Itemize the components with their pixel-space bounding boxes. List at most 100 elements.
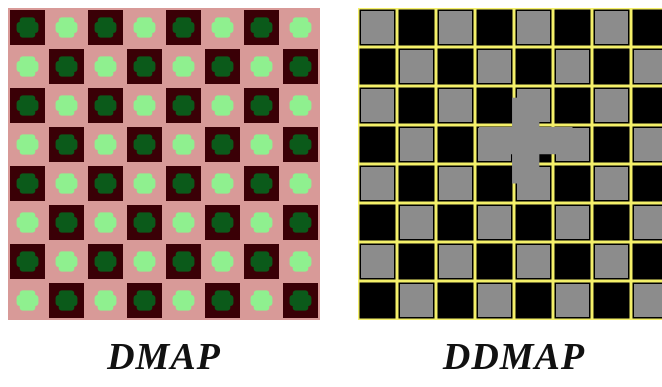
ddmap-black-cell	[595, 206, 628, 239]
ddmap-black-cell	[517, 50, 550, 83]
ddmap-black-cell	[634, 89, 662, 122]
ddmap-gray-cell	[439, 167, 472, 200]
ddmap-black-cell	[556, 245, 589, 278]
ddmap-caption: DDMAP	[442, 336, 586, 378]
ddmap-black-cell	[595, 50, 628, 83]
dmap-dark-blob	[289, 61, 312, 72]
dmap-bright-blob	[94, 139, 117, 150]
ddmap-gray-cell	[400, 206, 433, 239]
dmap-dark-blob	[211, 61, 234, 72]
dmap-dark-blob	[133, 61, 156, 72]
dmap-bright-blob	[172, 295, 195, 306]
dmap-dark-blob	[94, 22, 117, 33]
ddmap-center-blob	[512, 97, 540, 184]
ddmap-black-cell	[361, 50, 394, 83]
dmap-dark-blob	[289, 139, 312, 150]
dmap-dark-blob	[211, 295, 234, 306]
dmap-bright-blob	[172, 61, 195, 72]
dmap-bright-blob	[94, 61, 117, 72]
ddmap-black-cell	[439, 206, 472, 239]
dmap-dark-blob	[16, 100, 39, 111]
dmap-bright-blob	[289, 22, 312, 33]
ddmap-gray-cell	[595, 167, 628, 200]
ddmap-black-cell	[400, 167, 433, 200]
dmap-dark-blob	[16, 22, 39, 33]
dmap-bright-blob	[250, 61, 273, 72]
ddmap-gray-cell	[556, 284, 589, 317]
dmap-dark-blob	[211, 217, 234, 228]
ddmap-black-cell	[556, 89, 589, 122]
dmap-dark-blob	[250, 100, 273, 111]
dmap-bright-blob	[172, 217, 195, 228]
ddmap-gray-cell	[517, 11, 550, 44]
dmap-dark-blob	[172, 256, 195, 267]
dmap-bright-blob	[289, 100, 312, 111]
dmap-bright-blob	[16, 61, 39, 72]
ddmap-black-cell	[517, 206, 550, 239]
dmap-bright-blob	[16, 295, 39, 306]
dmap-dark-blob	[133, 295, 156, 306]
dmap-bright-blob	[172, 139, 195, 150]
ddmap-gray-cell	[634, 284, 662, 317]
ddmap-gray-cell	[595, 245, 628, 278]
ddmap-black-cell	[478, 89, 511, 122]
ddmap-gray-cell	[400, 284, 433, 317]
ddmap-gray-cell	[595, 89, 628, 122]
dmap-bright-blob	[250, 295, 273, 306]
ddmap-gray-cell	[439, 245, 472, 278]
dmap-bright-blob	[16, 139, 39, 150]
dmap-dark-blob	[172, 22, 195, 33]
ddmap-black-cell	[634, 11, 662, 44]
dmap-bright-blob	[250, 139, 273, 150]
ddmap-black-cell	[439, 50, 472, 83]
dmap-bright-blob	[250, 217, 273, 228]
dmap-dark-blob	[133, 217, 156, 228]
ddmap-gray-cell	[634, 50, 662, 83]
dmap-image	[8, 8, 320, 320]
dmap-caption: DMAP	[107, 336, 221, 378]
dmap-dark-blob	[250, 178, 273, 189]
dmap-bright-blob	[94, 295, 117, 306]
ddmap-gray-cell	[634, 206, 662, 239]
ddmap-black-cell	[361, 284, 394, 317]
dmap-bright-blob	[289, 256, 312, 267]
ddmap-gray-cell	[595, 11, 628, 44]
ddmap-gray-cell	[439, 11, 472, 44]
dmap-dark-blob	[289, 295, 312, 306]
ddmap-image	[358, 8, 662, 320]
dmap-dark-blob	[16, 178, 39, 189]
dmap-dark-blob	[289, 217, 312, 228]
dmap-bright-blob	[211, 256, 234, 267]
ddmap-black-cell	[595, 128, 628, 161]
dmap-dark-blob	[16, 256, 39, 267]
dmap-bright-blob	[289, 178, 312, 189]
dmap-dark-blob	[172, 178, 195, 189]
ddmap-gray-cell	[439, 89, 472, 122]
dmap-dark-blob	[172, 100, 195, 111]
dmap-dark-blob	[250, 22, 273, 33]
dmap-bright-blob	[55, 100, 78, 111]
ddmap-gray-cell	[361, 245, 394, 278]
ddmap-gray-cell	[478, 50, 511, 83]
dmap-dark-blob	[55, 139, 78, 150]
dmap-dark-blob	[55, 217, 78, 228]
ddmap-black-cell	[439, 128, 472, 161]
dmap-bright-blob	[55, 22, 78, 33]
ddmap-gray-cell	[400, 50, 433, 83]
ddmap-gray-cell	[634, 128, 662, 161]
dmap-dark-blob	[94, 100, 117, 111]
dmap-dark-blob	[94, 178, 117, 189]
dmap-bright-blob	[16, 217, 39, 228]
dmap-bright-blob	[55, 256, 78, 267]
ddmap-black-cell	[478, 167, 511, 200]
ddmap-black-cell	[361, 128, 394, 161]
dmap-bright-blob	[94, 217, 117, 228]
ddmap-gray-cell	[517, 245, 550, 278]
ddmap-gray-cell	[400, 128, 433, 161]
ddmap-gray-cell	[361, 11, 394, 44]
dmap-dark-blob	[55, 61, 78, 72]
dmap-dark-blob	[250, 256, 273, 267]
ddmap-black-cell	[400, 245, 433, 278]
ddmap-gray-cell	[478, 284, 511, 317]
dmap-bright-blob	[133, 100, 156, 111]
